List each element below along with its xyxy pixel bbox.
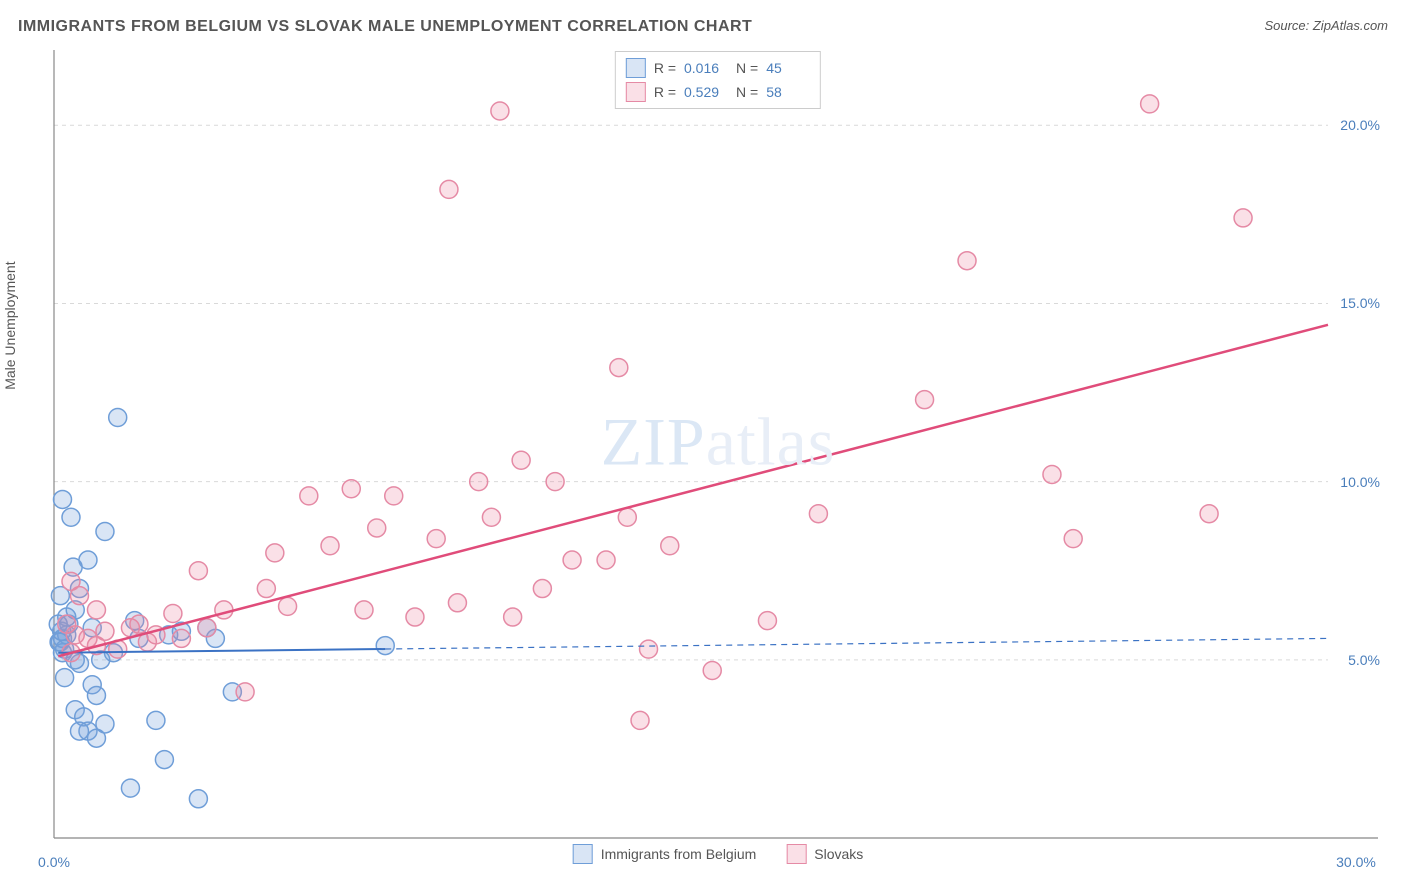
- x-tick-label: 0.0%: [38, 854, 70, 870]
- r-label: R =: [654, 84, 676, 100]
- legend-label-belgium: Immigrants from Belgium: [601, 846, 757, 862]
- r-label: R =: [654, 60, 676, 76]
- r-value-2: 0.529: [684, 84, 728, 100]
- legend-stats-row-2: R = 0.529 N = 58: [626, 80, 810, 104]
- y-tick-label: 10.0%: [1340, 474, 1380, 490]
- n-value-2: 58: [766, 84, 810, 100]
- y-tick-label: 15.0%: [1340, 295, 1380, 311]
- n-label: N =: [736, 60, 758, 76]
- plot-area: ZIPatlas R = 0.016 N = 45 R = 0.529 N = …: [48, 48, 1388, 868]
- legend-series: Immigrants from Belgium Slovaks: [573, 844, 864, 864]
- source-label: Source: ZipAtlas.com: [1264, 18, 1388, 33]
- y-axis-label: Male Unemployment: [2, 261, 18, 389]
- chart-svg: [48, 48, 1388, 868]
- r-value-1: 0.016: [684, 60, 728, 76]
- legend-item-belgium: Immigrants from Belgium: [573, 844, 757, 864]
- swatch-slovaks-2: [786, 844, 806, 864]
- swatch-slovaks: [626, 82, 646, 102]
- legend-stats-row-1: R = 0.016 N = 45: [626, 56, 810, 80]
- x-tick-label: 30.0%: [1336, 854, 1376, 870]
- swatch-belgium: [626, 58, 646, 78]
- chart-title: IMMIGRANTS FROM BELGIUM VS SLOVAK MALE U…: [18, 18, 752, 36]
- y-tick-label: 5.0%: [1348, 652, 1380, 668]
- legend-label-slovaks: Slovaks: [814, 846, 863, 862]
- y-tick-label: 20.0%: [1340, 117, 1380, 133]
- swatch-belgium-2: [573, 844, 593, 864]
- legend-item-slovaks: Slovaks: [786, 844, 863, 864]
- n-value-1: 45: [766, 60, 810, 76]
- legend-stats: R = 0.016 N = 45 R = 0.529 N = 58: [615, 51, 821, 109]
- n-label: N =: [736, 84, 758, 100]
